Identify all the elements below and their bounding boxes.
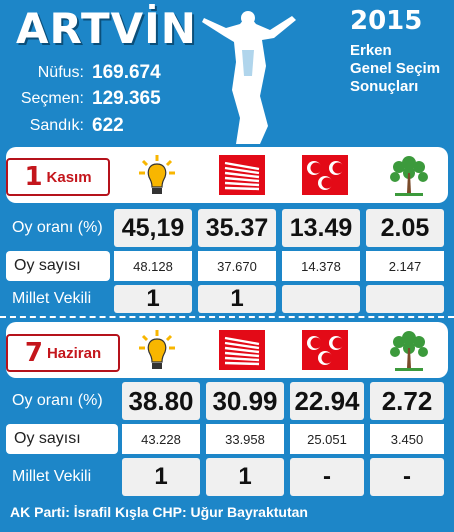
kasim-votes-mhp: 14.378 xyxy=(282,251,360,281)
six-arrows-icon xyxy=(219,330,265,370)
kasim-mv-akp: 1 xyxy=(114,285,192,313)
nufus-value: 169.674 xyxy=(92,62,161,83)
six-arrows-icon xyxy=(219,155,265,195)
haziran-mv-mhp: - xyxy=(290,458,364,496)
lightbulb-icon xyxy=(139,155,175,194)
haziran-mv-hdp: - xyxy=(370,458,444,496)
subtitle-line-1: Erken xyxy=(350,42,392,59)
year: 2015 xyxy=(350,6,423,36)
tree-icon xyxy=(390,331,428,371)
header: ARTVİN Nüfus: 169.674 Seçmen: 129.365 Sa… xyxy=(0,0,454,145)
kasim-section-label: 1 Kasım xyxy=(6,158,110,196)
kasim-pct-row: Oy oranı (%) 45,19 35.37 13.49 2.05 xyxy=(6,209,448,247)
kasim-mv-hdp xyxy=(366,285,444,313)
haziran-num: 7 xyxy=(24,338,43,368)
kasim-mv-label: Millet Vekili xyxy=(6,285,110,313)
kasim-mv-row: Millet Vekili 1 1 xyxy=(6,285,448,313)
sandik-label: Sandık: xyxy=(29,117,84,134)
mhp-logo xyxy=(290,151,360,199)
kasim-votes-row: Oy sayısı 48.128 37.670 14.378 2.147 xyxy=(6,251,448,281)
sandik-value: 622 xyxy=(92,115,124,136)
kasim-votes-hdp: 2.147 xyxy=(366,251,444,281)
kasim-pct-mhp: 13.49 xyxy=(282,209,360,247)
kasim-label: Kasım xyxy=(46,168,92,186)
haziran-votes-akp: 43.228 xyxy=(122,424,200,454)
haziran-pct-mhp: 22.94 xyxy=(290,382,364,420)
haziran-votes-mhp: 25.051 xyxy=(290,424,364,454)
haziran-votes-hdp: 3.450 xyxy=(370,424,444,454)
kasim-num: 1 xyxy=(24,162,43,192)
haziran-mv-label: Millet Vekili xyxy=(6,458,118,496)
subtitle-line-3: Sonuçları xyxy=(350,78,419,95)
haziran-section-label: 7 Haziran xyxy=(6,334,120,372)
akp-logo xyxy=(122,151,192,199)
kasim-pct-chp: 35.37 xyxy=(198,209,276,247)
kasim-votes-label: Oy sayısı xyxy=(6,251,110,281)
secmen-value: 129.365 xyxy=(92,88,161,109)
nufus-label: Nüfus: xyxy=(37,64,84,81)
city-title: ARTVİN xyxy=(16,4,197,53)
haziran-votes-row: Oy sayısı 43.228 33.958 25.051 3.450 xyxy=(6,424,448,454)
haziran-label: Haziran xyxy=(46,344,102,362)
secmen-label: Seçmen: xyxy=(20,90,84,107)
akp-logo-2 xyxy=(122,326,192,374)
kasim-pct-hdp: 2.05 xyxy=(366,209,444,247)
haziran-mv-chp: 1 xyxy=(206,458,284,496)
haziran-votes-label: Oy sayısı xyxy=(6,424,118,454)
chp-logo xyxy=(207,151,277,199)
kasim-mv-chp: 1 xyxy=(198,285,276,313)
haziran-pct-row: Oy oranı (%) 38.80 30.99 22.94 2.72 xyxy=(6,382,448,420)
three-crescents-icon xyxy=(302,330,348,370)
kasim-votes-akp: 48.128 xyxy=(114,251,192,281)
haziran-votes-chp: 33.958 xyxy=(206,424,284,454)
haziran-mv-row: Millet Vekili 1 1 - - xyxy=(6,458,448,496)
statue-illustration xyxy=(202,11,296,144)
haziran-pct-label: Oy oranı (%) xyxy=(6,382,118,420)
haziran-pct-akp: 38.80 xyxy=(122,382,200,420)
haziran-mv-akp: 1 xyxy=(122,458,200,496)
chp-logo-2 xyxy=(207,326,277,374)
hdp-logo xyxy=(374,151,444,199)
section-divider xyxy=(0,316,454,318)
mhp-logo-2 xyxy=(290,326,360,374)
three-crescents-icon xyxy=(302,155,348,195)
kasim-votes-chp: 37.670 xyxy=(198,251,276,281)
lightbulb-icon xyxy=(139,330,175,369)
kasim-pct-akp: 45,19 xyxy=(114,209,192,247)
footer-deputies: AK Parti: İsrafil Kışla CHP: Uğur Bayrak… xyxy=(10,504,308,520)
haziran-pct-chp: 30.99 xyxy=(206,382,284,420)
haziran-pct-hdp: 2.72 xyxy=(370,382,444,420)
tree-icon xyxy=(390,156,428,196)
hdp-logo-2 xyxy=(374,326,444,374)
kasim-pct-label: Oy oranı (%) xyxy=(6,209,110,247)
kasim-mv-mhp xyxy=(282,285,360,313)
subtitle-line-2: Genel Seçim xyxy=(350,60,441,77)
